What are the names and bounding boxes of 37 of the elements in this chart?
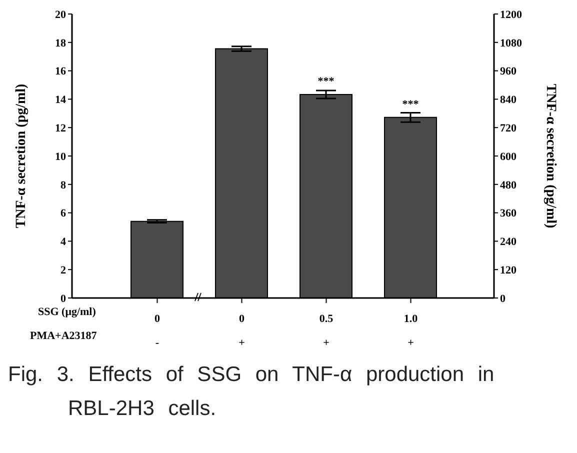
x-tick-label: 0 [239,313,245,325]
y-tick-label: 6 [60,208,66,220]
y-tick-label: 0 [60,292,66,305]
data-label: *** [318,75,335,88]
text: - [155,337,160,349]
y2-tick-label: 1200 [500,8,522,21]
data-label: *** [402,98,420,110]
y-tick-label: 16 [55,66,66,78]
y2-tick-label: 0 [500,292,506,305]
text: + [408,337,414,349]
y2-tick-label: 240 [500,236,517,248]
y2-axis-title: TNF-α secretion (pg/ml) [543,84,558,229]
y-tick-label: 4 [60,236,66,248]
y2-tick-label: 960 [500,66,517,78]
y2-tick-label: 1080 [500,37,522,50]
text: + [323,337,330,349]
y2-tick-label: 840 [500,94,517,106]
y-tick-label: 14 [55,94,66,106]
x-tick-label: 0 [154,313,160,325]
text: PMA+A23187 [30,330,97,342]
x-axis-title: SSG (μg/ml) [38,306,96,318]
y-tick-label: 8 [60,179,66,192]
y2-tick-label: 120 [500,264,517,277]
text: + [238,337,245,349]
y-tick-label: 2 [60,264,66,277]
y2-tick-label: 360 [500,208,517,220]
text: Fig. 3. Effects of SSG on TNF-α production in RBL-2H3 cells. [8,362,496,422]
y2-tick-label: 600 [500,150,517,163]
y-tick-label: 10 [55,150,66,163]
x-tick-label: 1.0 [404,313,418,325]
y2-tick-label: 480 [500,179,517,192]
y-tick-label: 20 [55,8,66,21]
y-axis-title: TNF-α secretion (pg/ml) [14,83,29,228]
y-tick-label: 12 [55,122,66,135]
y-tick-label: 18 [55,37,66,50]
y2-tick-label: 720 [500,122,517,135]
x-tick-label: 0.5 [319,313,334,325]
